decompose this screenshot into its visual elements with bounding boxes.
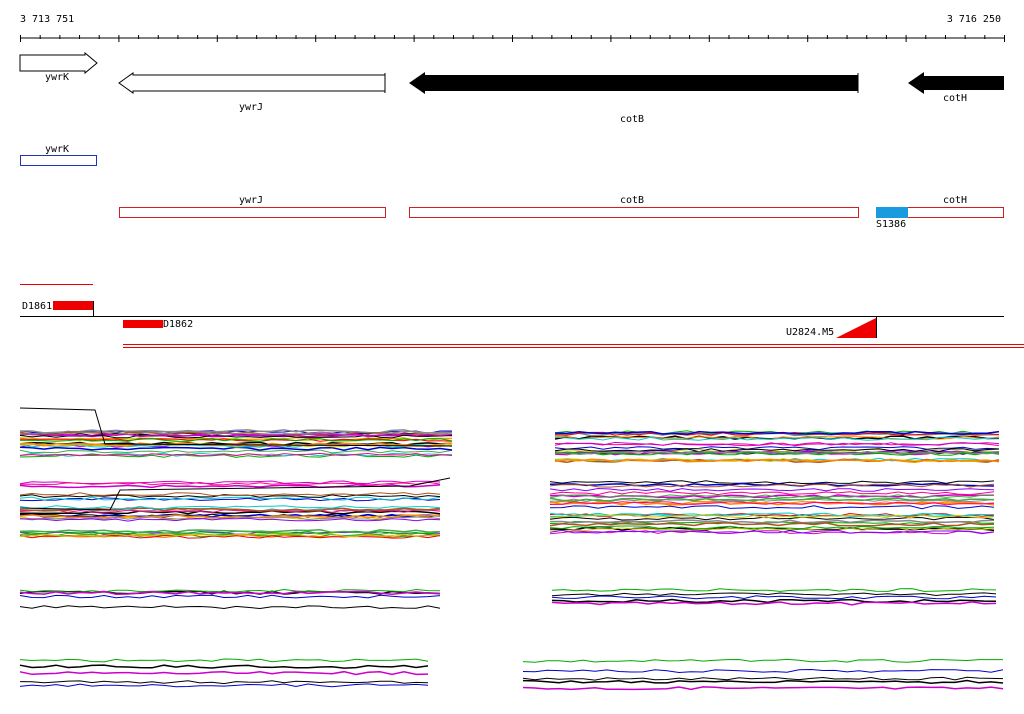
profile-line — [19, 532, 441, 537]
profile-line — [522, 679, 1004, 685]
gene-label: cotH — [943, 93, 967, 104]
profile-line — [549, 497, 995, 502]
annotation-label: cotH — [943, 195, 967, 206]
annotation-box — [20, 155, 97, 166]
profile-line — [19, 514, 441, 519]
profile-line — [19, 452, 453, 457]
profile-line — [19, 477, 451, 511]
profile-line — [522, 686, 1004, 691]
probe-triangle — [836, 318, 876, 338]
profile-line — [549, 525, 995, 530]
profile-line — [20, 438, 453, 442]
profile-line — [549, 505, 995, 510]
gene-arrow — [19, 51, 98, 75]
profile-line — [19, 680, 429, 685]
profile-line — [554, 430, 1000, 436]
profile-line — [19, 670, 429, 676]
profile-line — [554, 441, 1000, 446]
profile-line — [555, 435, 1000, 440]
probe-label: D1862 — [163, 319, 193, 330]
profile-line — [19, 529, 441, 534]
gene-label: cotB — [620, 114, 644, 125]
profile-line — [19, 533, 441, 538]
profile-line — [522, 668, 1004, 674]
gene-arrow — [118, 72, 386, 94]
profile-line — [19, 497, 441, 502]
annotation-box — [409, 207, 859, 218]
profile-line — [554, 450, 1000, 455]
annotation-box — [119, 207, 386, 218]
ruler-start: 3 713 751 — [20, 14, 74, 25]
profile-line — [19, 480, 441, 485]
gene-arrow — [908, 72, 1004, 94]
profile-line — [549, 487, 995, 492]
profile-line — [551, 588, 997, 592]
profile-line — [19, 437, 453, 442]
profile-line — [549, 512, 994, 517]
profile-line — [19, 496, 441, 501]
profile-line — [551, 598, 997, 604]
profile-line — [554, 446, 1000, 451]
ruler-ticks — [20, 35, 1005, 42]
profile-line — [19, 594, 441, 599]
profile-line — [19, 449, 453, 454]
profile-line — [551, 595, 997, 600]
annotation-label: ywrJ — [239, 195, 263, 206]
site-box — [876, 207, 908, 218]
profile-line — [549, 516, 995, 521]
profile-line — [19, 430, 453, 435]
annotation-label: ywrK — [45, 144, 69, 155]
profile-line — [549, 501, 995, 506]
profile-line — [554, 458, 1000, 463]
profile-line — [549, 494, 995, 499]
profile-line — [19, 516, 441, 521]
gene-label: ywrJ — [239, 102, 263, 113]
probe-label: D1861 — [22, 301, 52, 312]
profile-line — [19, 605, 441, 610]
profile-line — [19, 530, 441, 535]
profile-line — [549, 529, 995, 534]
profile-line — [554, 436, 1000, 441]
profile-line — [549, 514, 995, 519]
profile-line — [549, 527, 995, 532]
profile-line — [549, 483, 995, 488]
profile-line — [19, 505, 441, 510]
profile-line — [19, 453, 453, 458]
profile-line — [19, 590, 441, 596]
probe-box — [123, 320, 163, 328]
profile-line — [19, 658, 429, 663]
profile-line — [522, 658, 1003, 663]
expression-profiles — [19, 407, 1004, 691]
profile-line — [19, 683, 429, 688]
profile-line — [19, 437, 453, 442]
annotation-label: cotB — [620, 195, 644, 206]
profile-line — [551, 601, 997, 606]
probe-label: U2824.M5 — [786, 327, 834, 338]
profile-line — [549, 482, 995, 487]
profile-line — [19, 407, 453, 447]
profile-line — [19, 588, 441, 593]
profile-line — [19, 442, 453, 447]
probe-box — [53, 301, 93, 310]
profile-line — [550, 498, 995, 503]
profile-line — [19, 484, 441, 489]
profile-line — [522, 676, 1004, 681]
gene-label: ywrK — [45, 72, 69, 83]
profile-line — [549, 491, 995, 496]
profile-line — [19, 517, 441, 522]
profile-line — [19, 664, 429, 669]
gene-arrow — [409, 72, 858, 94]
ruler-end: 3 716 250 — [947, 14, 1001, 25]
profile-line — [549, 519, 995, 524]
profile-line — [549, 480, 995, 485]
profile-line — [554, 448, 1000, 453]
site-label: S1386 — [876, 219, 906, 230]
profile-line — [551, 592, 997, 597]
profile-line — [19, 492, 441, 497]
profile-line — [549, 522, 995, 527]
profile-line — [19, 481, 441, 486]
